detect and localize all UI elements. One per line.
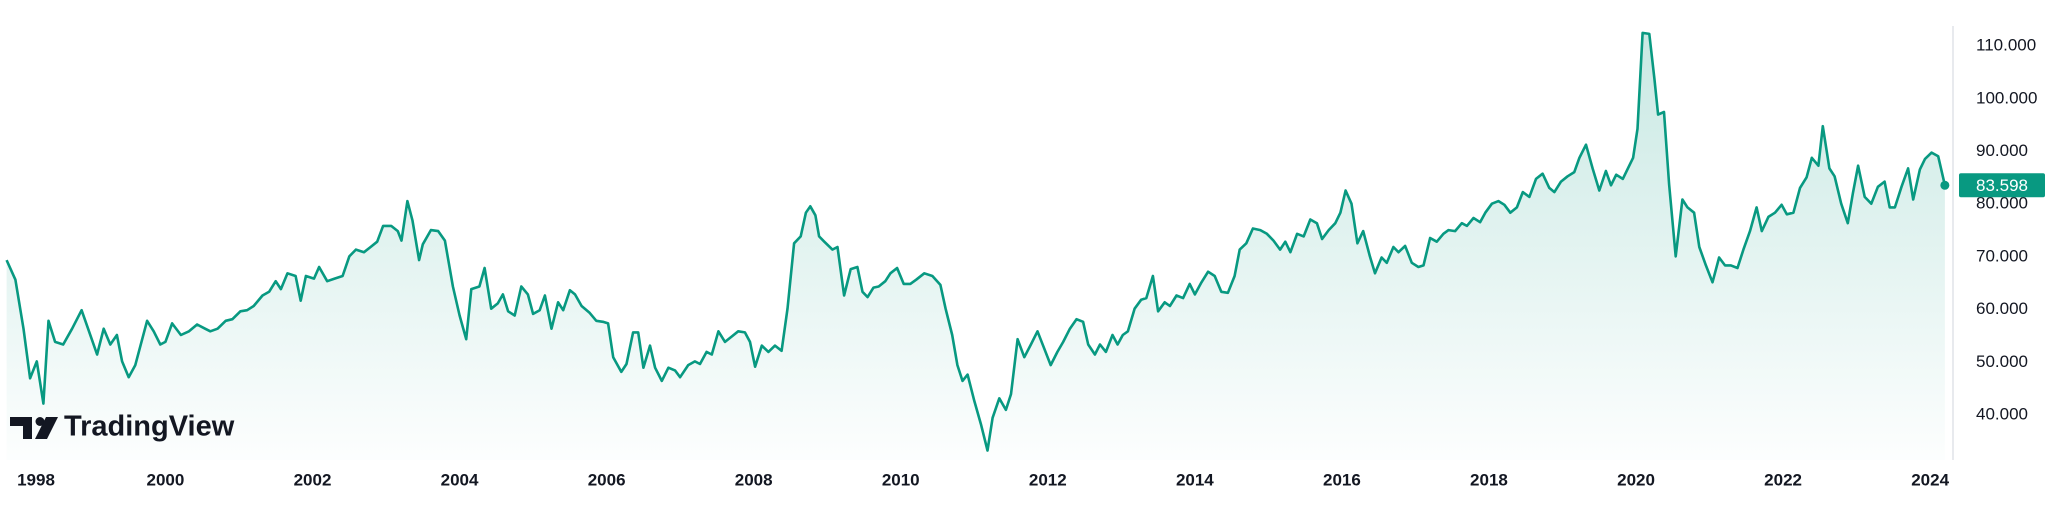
x-tick-label: 2004 xyxy=(441,470,479,489)
x-tick-label: 2024 xyxy=(1911,470,1949,489)
y-tick-label: 110.000 xyxy=(1976,36,2036,55)
watermark: TradingView xyxy=(64,411,235,443)
area-fill xyxy=(6,32,1945,461)
logo-mark xyxy=(35,417,45,426)
logo-mark xyxy=(10,417,32,439)
y-tick-label: 60.000 xyxy=(1976,299,2028,318)
y-tick-label: 50.000 xyxy=(1976,352,2028,371)
x-tick-label: 2012 xyxy=(1029,470,1067,489)
y-tick-label: 100.000 xyxy=(1976,88,2037,107)
x-tick-label: 2020 xyxy=(1617,470,1655,489)
x-tick-label: 2008 xyxy=(735,470,773,489)
y-tick-label: 90.000 xyxy=(1976,141,2028,160)
x-tick-label: 2000 xyxy=(147,470,185,489)
x-tick-label: 2010 xyxy=(882,470,920,489)
y-tick-label: 80.000 xyxy=(1976,194,2028,213)
x-tick-label: 2006 xyxy=(588,470,626,489)
y-tick-label: 40.000 xyxy=(1976,405,2028,424)
x-tick-label: 2016 xyxy=(1323,470,1361,489)
price-tag xyxy=(1959,173,2045,198)
x-tick-label: 2018 xyxy=(1470,470,1508,489)
logo: TradingView xyxy=(10,411,235,443)
y-tick-label: 70.000 xyxy=(1976,246,2028,265)
x-tick-label: 1998 xyxy=(17,470,55,489)
x-tick-label: 2002 xyxy=(294,470,332,489)
price-tag-label: 83.598 xyxy=(1976,176,2028,195)
x-tick-label: 2014 xyxy=(1176,470,1214,489)
last-point xyxy=(1940,180,1950,190)
logo-mark xyxy=(35,417,58,439)
price-line xyxy=(5,31,1947,452)
x-tick-label: 2022 xyxy=(1764,470,1802,489)
